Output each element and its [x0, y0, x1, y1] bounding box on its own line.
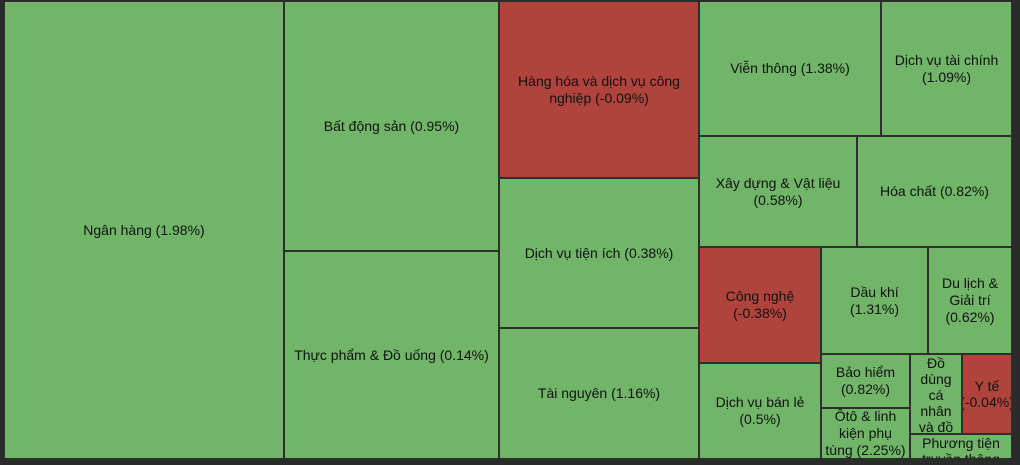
tile-oto-linh-kien-phu-tung: Ôtô & linh kiện phụ tùng (2.25%) [821, 408, 910, 459]
tile-label: Tài nguyên (1.16%) [537, 385, 661, 401]
tile-vien-thong: Viễn thông (1.38%) [699, 1, 881, 136]
tile-label: Đồ dùng cá nhân và đồ gia dụng (0.8%) [918, 355, 954, 434]
tile-label: Dịch vụ tiện ích (0.38%) [524, 244, 674, 261]
tile-bao-hiem: Bảo hiểm (0.82%) [821, 354, 910, 408]
tile-label: Y tế (-0.04%) [962, 378, 1012, 410]
tile-label: Dịch vụ bán lẻ (0.5%) [715, 394, 805, 427]
tile-phuong-tien-truyen-thong: Phương tiện truyền thông (0.05%) [910, 434, 1012, 459]
tile-xay-dung-vat-lieu: Xây dựng & Vật liệu (0.58%) [699, 136, 857, 247]
tile-do-dung-ca-nhan-va-do-gia-dung: Đồ dùng cá nhân và đồ gia dụng (0.8%) [910, 354, 962, 434]
tile-label: Hàng hóa và dịch vụ công nghiệp (-0.09%) [518, 72, 680, 106]
tile-label: Ngân hàng (1.98%) [83, 221, 205, 238]
tile-tai-nguyen: Tài nguyên (1.16%) [499, 328, 699, 459]
tile-label: Hóa chất (0.82%) [880, 183, 989, 199]
tile-label: Du lịch & Giải trí (0.62%) [941, 275, 999, 325]
tile-ngan-hang: Ngân hàng (1.98%) [4, 1, 284, 459]
tile-thuc-pham-do-uong: Thực phẩm & Đồ uống (0.14%) [284, 251, 499, 459]
tile-du-lich-giai-tri: Du lịch & Giải trí (0.62%) [928, 247, 1012, 354]
tile-y-te: Y tế (-0.04%) [962, 354, 1012, 434]
tile-label: Phương tiện truyền thông (0.05%) [922, 435, 1000, 459]
tile-hoa-chat: Hóa chất (0.82%) [857, 136, 1012, 247]
tile-label: Công nghệ (-0.38%) [725, 288, 795, 321]
tile-bat-dong-san: Bất động sản (0.95%) [284, 1, 499, 251]
tile-label: Bất động sản (0.95%) [323, 117, 460, 134]
tile-hang-hoa-va-dich-vu-cong-nghiep: Hàng hóa và dịch vụ công nghiệp (-0.09%) [499, 1, 699, 178]
tile-dich-vu-tai-chinh: Dịch vụ tài chính (1.09%) [881, 1, 1012, 136]
tile-label: Bảo hiểm (0.82%) [835, 364, 896, 397]
tile-dau-khi: Dầu khí (1.31%) [821, 247, 928, 354]
tile-dich-vu-ban-le: Dịch vụ bán lẻ (0.5%) [699, 363, 821, 459]
tile-label: Ôtô & linh kiện phụ tùng (2.25%) [825, 408, 906, 458]
tile-label: Dầu khí (1.31%) [849, 283, 900, 317]
tile-label: Dịch vụ tài chính (1.09%) [894, 51, 999, 85]
tile-cong-nghe: Công nghệ (-0.38%) [699, 247, 821, 363]
tile-dich-vu-tien-ich: Dịch vụ tiện ích (0.38%) [499, 178, 699, 328]
tile-label: Thực phẩm & Đồ uống (0.14%) [294, 346, 489, 363]
tile-label: Xây dựng & Vật liệu (0.58%) [715, 174, 841, 208]
tile-label: Viễn thông (1.38%) [730, 60, 850, 76]
